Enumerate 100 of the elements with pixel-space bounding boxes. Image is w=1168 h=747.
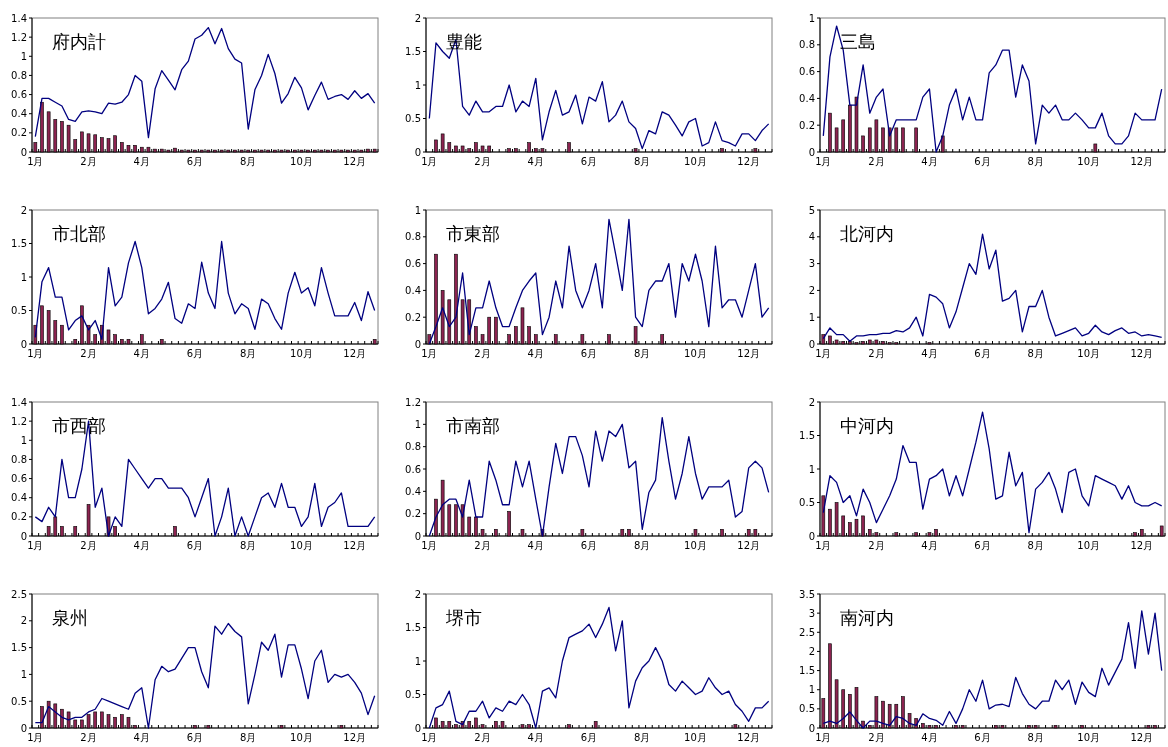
x-tick-label: 1月 xyxy=(421,348,438,359)
y-tick-label: 0.8 xyxy=(405,231,421,243)
y-tick-label: 0 xyxy=(414,146,421,158)
x-tick-label: 2月 xyxy=(868,732,885,743)
x-tick-label: 2月 xyxy=(80,732,97,743)
text: 北河内 xyxy=(840,223,894,244)
x-tick-label: 10月 xyxy=(1077,732,1101,743)
x-tick-label: 4月 xyxy=(921,348,938,359)
x-tick-label: 8月 xyxy=(1027,540,1044,551)
x-tick-label: 6月 xyxy=(974,156,991,167)
y-tick-label: 4 xyxy=(808,231,815,243)
x-tick-label: 2月 xyxy=(474,732,491,743)
x-tick-label: 12月 xyxy=(343,348,367,359)
y-tick-label: 0.6 xyxy=(11,473,27,485)
y-tick-label: 1.5 xyxy=(11,238,27,249)
x-tick-label: 6月 xyxy=(580,540,598,551)
y-tick-label: 1 xyxy=(808,311,815,323)
x-tick-label: 12月 xyxy=(343,732,367,743)
x-tick-label: 8月 xyxy=(240,156,257,167)
x-tick-label: 2月 xyxy=(868,540,885,551)
x-tick-label: 1月 xyxy=(27,156,44,167)
y-tick-label: 0.2 xyxy=(799,119,815,131)
y-tick-label: 0.4 xyxy=(405,485,421,497)
text: 中河内 xyxy=(840,415,894,436)
x-tick-label: 12月 xyxy=(737,156,761,167)
y-tick-label: 2 xyxy=(808,396,815,408)
y-tick-label: 0.5 xyxy=(11,305,27,316)
y-tick-label: 0.8 xyxy=(11,69,27,81)
y-tick-label: 1 xyxy=(20,50,27,62)
x-tick-label: 8月 xyxy=(634,732,651,743)
text: 府内計 xyxy=(52,31,106,52)
y-tick-label: 2.5 xyxy=(11,588,27,600)
x-tick-label: 2月 xyxy=(80,348,97,359)
x-tick-label: 8月 xyxy=(634,540,651,551)
x-tick-label: 1月 xyxy=(421,156,438,167)
x-tick-label: 12月 xyxy=(1130,540,1154,551)
x-tick-label: 1月 xyxy=(815,156,832,167)
x-tick-label: 1月 xyxy=(421,540,438,551)
x-tick-label: 2月 xyxy=(474,156,491,167)
x-tick-label: 4月 xyxy=(527,348,544,359)
y-tick-label: 0 xyxy=(20,530,27,542)
y-tick-label: 0 xyxy=(414,530,421,542)
x-tick-label: 4月 xyxy=(133,156,150,167)
x-tick-label: 6月 xyxy=(974,348,991,359)
y-tick-label: 2 xyxy=(20,615,27,627)
y-tick-label: 1.2 xyxy=(11,415,27,427)
x-tick-label: 2月 xyxy=(80,540,97,551)
x-tick-label: 6月 xyxy=(186,732,204,743)
y-tick-label: 0.5 xyxy=(799,703,815,715)
y-tick-label: 1.5 xyxy=(799,430,815,441)
y-tick-label: 0.4 xyxy=(11,492,27,504)
x-tick-label: 6月 xyxy=(580,156,598,167)
y-tick-label: 3.5 xyxy=(799,588,815,600)
x-tick-label: 10月 xyxy=(684,156,707,167)
x-tick-label: 1月 xyxy=(27,540,44,551)
text: 南河内 xyxy=(840,607,894,628)
y-tick-label: 1.5 xyxy=(11,642,27,654)
x-tick-label: 1月 xyxy=(815,540,832,551)
y-tick-label: 1 xyxy=(414,79,421,91)
y-tick-label: 1.2 xyxy=(11,31,27,43)
y-tick-label: 1 xyxy=(20,434,27,446)
x-tick-label: 6月 xyxy=(186,156,204,167)
x-tick-label: 4月 xyxy=(133,732,150,743)
y-tick-label: 0.8 xyxy=(799,39,815,51)
x-tick-label: 4月 xyxy=(527,156,544,167)
y-tick-label: 0 xyxy=(20,338,27,350)
y-tick-label: 0 xyxy=(808,338,815,350)
x-tick-label: 10月 xyxy=(1077,156,1101,167)
y-tick-label: 0.4 xyxy=(405,284,421,296)
y-tick-label: 0.6 xyxy=(405,258,421,270)
x-tick-label: 4月 xyxy=(921,156,938,167)
x-tick-label: 10月 xyxy=(684,540,707,551)
y-tick-label: 0.2 xyxy=(405,311,421,323)
y-tick-label: 0.5 xyxy=(405,689,421,700)
y-tick-label: 1 xyxy=(414,204,421,216)
text: 市南部 xyxy=(446,415,500,436)
y-tick-label: 2 xyxy=(808,645,815,657)
y-tick-label: 0.8 xyxy=(11,453,27,465)
y-tick-label: 0 xyxy=(808,530,815,542)
x-tick-label: 12月 xyxy=(343,540,367,551)
x-tick-label: 10月 xyxy=(684,348,707,359)
y-tick-label: 5 xyxy=(808,204,815,216)
x-tick-label: 12月 xyxy=(737,732,761,743)
y-tick-label: 0.5 xyxy=(11,695,27,707)
text: 堺市 xyxy=(445,607,482,628)
y-tick-label: 1.5 xyxy=(405,46,421,57)
x-tick-label: 12月 xyxy=(1130,732,1154,743)
x-tick-label: 4月 xyxy=(133,348,150,359)
y-tick-label: 0 xyxy=(414,338,421,350)
x-tick-label: 1月 xyxy=(421,732,438,743)
y-tick-label: 0.2 xyxy=(405,508,421,520)
y-tick-label: 1 xyxy=(808,684,815,696)
x-tick-label: 6月 xyxy=(580,348,598,359)
y-tick-label: 0 xyxy=(808,146,815,158)
x-tick-label: 12月 xyxy=(1130,348,1154,359)
y-tick-label: 1.4 xyxy=(11,396,27,408)
x-tick-label: 4月 xyxy=(921,540,938,551)
x-tick-label: 10月 xyxy=(1077,348,1101,359)
x-tick-label: 10月 xyxy=(290,732,313,743)
text: 豊能 xyxy=(446,31,482,52)
